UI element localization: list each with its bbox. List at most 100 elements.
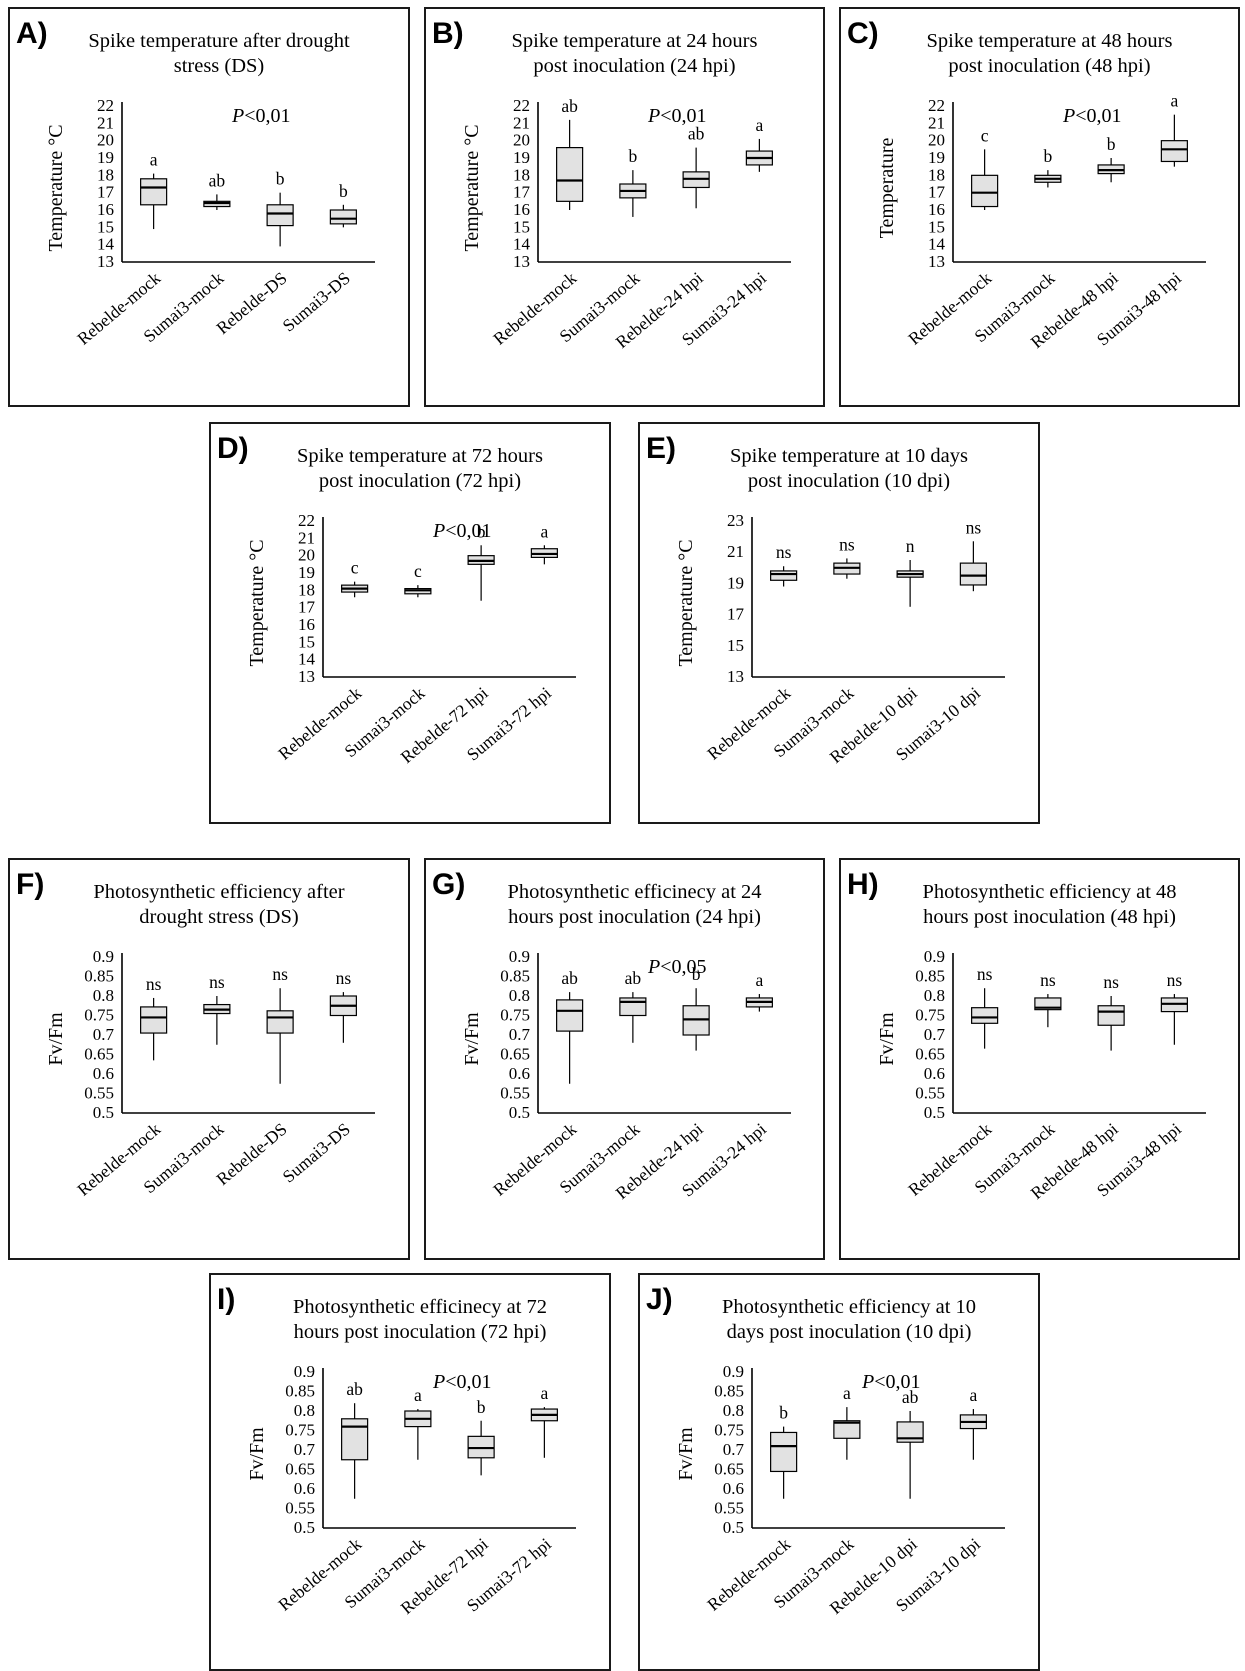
- y-tick-label: 0.7: [723, 1440, 745, 1459]
- y-tick-label: 16: [928, 200, 945, 219]
- chart-title: Photosynthetic efficinecy at 72: [293, 1296, 547, 1318]
- box-iqr: [770, 570, 798, 581]
- chart-panel: J) Photosynthetic efficiency at 10 days po…: [638, 1273, 1040, 1671]
- y-axis-label: Fv/Fm: [876, 1012, 898, 1066]
- significance-letter: ns: [272, 964, 288, 984]
- y-tick-label: 0.75: [915, 1006, 945, 1025]
- box: [266, 192, 294, 247]
- y-tick-label: 0.75: [500, 1006, 530, 1025]
- box-iqr: [556, 147, 584, 202]
- chart-panel: E) Spike temperature at 10 days post inocu…: [638, 422, 1040, 824]
- y-tick-label: 0.55: [915, 1084, 945, 1103]
- box: [1160, 114, 1188, 167]
- box-iqr: [140, 1006, 168, 1034]
- chart-panel: F) Photosynthetic efficiency after drought…: [8, 858, 410, 1260]
- box-plot: G) Photosynthetic efficinecy at 24 hours p…: [432, 868, 791, 1203]
- box: [203, 194, 231, 210]
- y-tick-label: 0.9: [294, 1362, 315, 1381]
- significance-letter: a: [843, 1383, 851, 1403]
- y-tick-label: 21: [727, 542, 744, 561]
- y-tick-label: 20: [928, 131, 945, 150]
- box: [971, 988, 999, 1049]
- y-axis-label: Temperature °C: [45, 124, 67, 251]
- box: [619, 170, 647, 217]
- chart-title: Spike temperature at 48 hours: [927, 30, 1173, 52]
- significance-letter: b: [629, 146, 638, 166]
- chart-title: Photosynthetic efficiency at 48: [922, 881, 1176, 903]
- x-category-label: Rebelde-DS: [212, 268, 290, 338]
- box: [329, 992, 357, 1043]
- y-tick-label: 0.7: [93, 1025, 115, 1044]
- box-iqr: [896, 1421, 924, 1443]
- box: [530, 545, 558, 565]
- panel-label: E): [646, 432, 676, 465]
- box-iqr: [619, 997, 647, 1017]
- y-tick-label: 0.9: [509, 947, 530, 966]
- y-tick-label: 21: [513, 113, 530, 132]
- y-axis-label: Temperature °C: [246, 539, 268, 666]
- y-tick-label: 0.5: [93, 1103, 114, 1122]
- box-plot: I) Photosynthetic efficinecy at 72 hours p…: [217, 1283, 576, 1618]
- significance-letter: a: [150, 150, 158, 170]
- box-iqr: [770, 1431, 798, 1473]
- chart-panel: G) Photosynthetic efficinecy at 24 hours p…: [424, 858, 825, 1260]
- y-tick-label: 17: [513, 183, 531, 202]
- significance-letter: ab: [561, 96, 578, 116]
- significance-letter: ns: [146, 974, 162, 994]
- y-tick-label: 18: [298, 580, 315, 599]
- box-plot: F) Photosynthetic efficiency after drought…: [16, 868, 375, 1200]
- significance-letter: c: [981, 125, 989, 145]
- box-iqr: [329, 209, 357, 225]
- chart-title: Spike temperature at 10 days: [730, 445, 968, 467]
- significance-letter: ab: [346, 1379, 363, 1399]
- y-tick-label: 22: [513, 96, 530, 115]
- y-tick-label: 17: [97, 183, 115, 202]
- y-tick-label: 0.6: [93, 1064, 114, 1083]
- p-value: P<0,01: [647, 105, 707, 127]
- box: [203, 996, 231, 1045]
- significance-letter: ns: [1103, 972, 1119, 992]
- significance-letter: b: [779, 1403, 788, 1423]
- y-tick-label: 19: [727, 573, 744, 592]
- significance-letter: ab: [902, 1387, 919, 1407]
- box: [556, 992, 584, 1084]
- significance-letter: b: [339, 181, 348, 201]
- box: [770, 566, 798, 587]
- p-value: P<0,05: [647, 956, 707, 978]
- significance-letter: b: [692, 964, 701, 984]
- y-tick-label: 15: [97, 217, 114, 236]
- y-tick-label: 0.85: [714, 1382, 744, 1401]
- p-value: P<0,01: [861, 1371, 921, 1393]
- significance-letter: ns: [1040, 970, 1056, 990]
- y-tick-label: 0.8: [294, 1401, 315, 1420]
- panel-label: G): [432, 868, 465, 901]
- chart-title: hours post inoculation (72 hpi): [294, 1321, 547, 1343]
- y-tick-label: 0.9: [93, 947, 114, 966]
- y-tick-label: 17: [298, 598, 316, 617]
- y-tick-label: 0.8: [93, 986, 114, 1005]
- y-tick-label: 16: [513, 200, 530, 219]
- y-tick-label: 0.9: [924, 947, 945, 966]
- box: [404, 1409, 432, 1460]
- y-axis-label: Temperature: [876, 137, 898, 238]
- box-iqr: [971, 1007, 999, 1024]
- box: [467, 545, 495, 601]
- y-tick-label: 0.8: [509, 986, 530, 1005]
- box: [770, 1426, 798, 1499]
- y-tick-label: 0.6: [924, 1064, 945, 1083]
- box: [682, 988, 710, 1051]
- significance-letter: c: [414, 561, 422, 581]
- chart-title: Photosynthetic efficinecy at 24: [507, 881, 761, 903]
- significance-letter: ab: [209, 170, 226, 190]
- significance-letter: a: [540, 521, 548, 541]
- box: [1160, 994, 1188, 1045]
- y-tick-label: 0.6: [509, 1064, 530, 1083]
- y-tick-label: 0.55: [84, 1084, 114, 1103]
- chart-panel: A) Spike temperature after drought stress …: [8, 7, 410, 407]
- y-axis-label: Fv/Fm: [675, 1427, 697, 1481]
- x-category-label: Sumai3-DS: [279, 1119, 354, 1187]
- significance-letter: b: [276, 169, 285, 189]
- significance-letter: b: [1044, 146, 1053, 166]
- box-iqr: [1034, 997, 1062, 1011]
- box: [682, 147, 710, 209]
